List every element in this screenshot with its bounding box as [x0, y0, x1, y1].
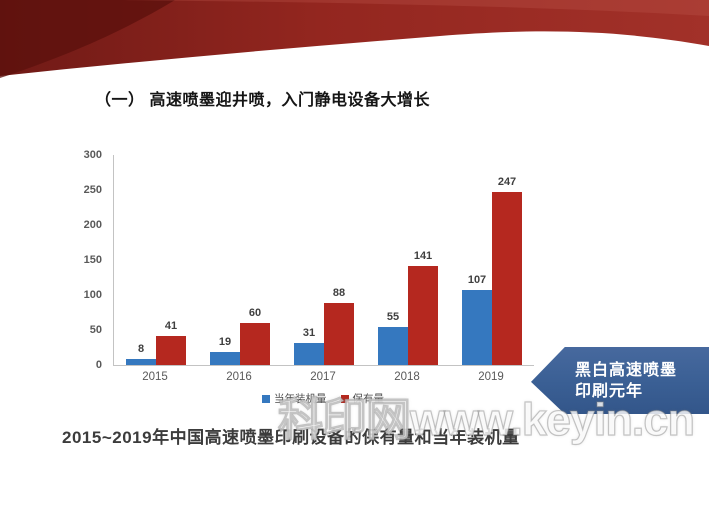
bar-value-label: 31 — [302, 327, 316, 340]
bar-当年装机量-2018 — [378, 326, 408, 365]
bar-保有量-2017 — [324, 303, 354, 365]
callout-arrow: 黑白高速喷墨 印刷元年 — [531, 347, 709, 414]
y-axis: 0 50 100 150 200 250 300 — [62, 148, 106, 378]
ribbon-dark-fold — [0, 0, 175, 78]
plot-area: 8 41 19 60 31 88 55 141 107 247 — [113, 155, 534, 366]
y-axis-tick-label: 50 — [89, 324, 102, 336]
bar-value-label: 8 — [137, 343, 145, 356]
x-axis-tick-label: 2015 — [142, 371, 168, 383]
y-axis-tick-label: 250 — [83, 184, 102, 196]
top-ribbon-decoration — [0, 0, 709, 78]
y-axis-tick-label: 200 — [83, 219, 102, 231]
chart-legend: 当年装机量 保有量 — [113, 391, 533, 406]
x-axis-tick-label: 2019 — [478, 371, 504, 383]
bar-当年装机量-2015 — [126, 359, 156, 365]
y-axis-tick-label: 0 — [95, 359, 102, 371]
y-axis-tick-label: 150 — [83, 254, 102, 266]
legend-swatch-icon — [340, 394, 349, 403]
bar-chart: 0 50 100 150 200 250 300 8 41 19 60 31 88 55 141 107 24… — [62, 148, 544, 414]
x-axis-tick-label: 2017 — [310, 371, 336, 383]
bar-value-label: 88 — [332, 287, 346, 300]
bar-value-label: 107 — [467, 274, 487, 287]
bar-value-label: 19 — [218, 335, 232, 348]
legend-label: 保有量 — [352, 393, 385, 405]
legend-swatch-icon — [262, 394, 270, 403]
y-axis-tick-label: 100 — [83, 289, 102, 301]
bar-保有量-2016 — [240, 323, 270, 365]
bar-value-label: 41 — [164, 320, 178, 333]
bar-保有量-2018 — [408, 266, 438, 365]
bar-当年装机量-2017 — [294, 343, 324, 365]
bar-value-label: 60 — [248, 307, 262, 319]
x-axis-tick-label: 2016 — [226, 371, 252, 383]
ribbon-main-band — [0, 0, 709, 76]
bar-value-label: 141 — [413, 250, 433, 263]
bar-当年装机量-2016 — [210, 351, 240, 365]
callout-line-2: 印刷元年 — [575, 382, 644, 400]
legend-label: 当年装机量 — [274, 393, 327, 405]
legend-item: 保有量 — [340, 391, 385, 406]
y-axis-tick-label: 300 — [83, 149, 102, 161]
ribbon-highlight — [120, 0, 709, 16]
bar-当年装机量-2019 — [462, 290, 492, 365]
bar-保有量-2015 — [156, 336, 186, 365]
x-axis: 2015 2016 2017 2018 2019 — [113, 371, 533, 387]
slide-title: （一） 高速喷墨迎井喷，入门静电设备大增长 — [95, 92, 430, 109]
callout-line-1: 黑白高速喷墨 — [575, 361, 678, 379]
bar-value-label: 55 — [386, 310, 400, 323]
legend-item: 当年装机量 — [262, 391, 327, 406]
x-axis-tick-label: 2018 — [394, 371, 420, 383]
chart-caption: 2015~2019年中国高速喷墨印刷设备的保有量和当年装机量 — [62, 428, 520, 447]
bar-value-label: 247 — [497, 176, 517, 189]
bar-保有量-2019 — [492, 192, 522, 365]
